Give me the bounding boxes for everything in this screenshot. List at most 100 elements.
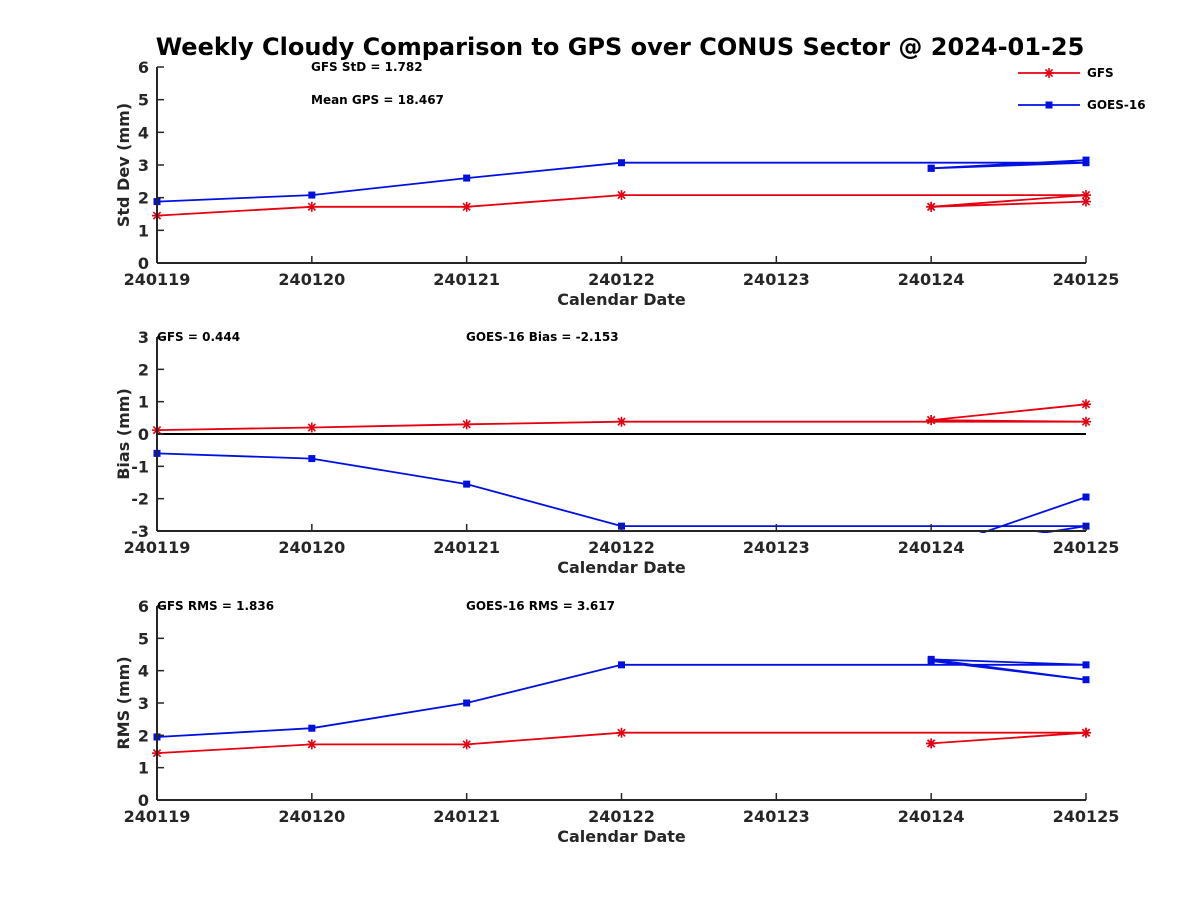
data-point-gfs	[461, 201, 472, 212]
data-point-gfs-d2	[927, 415, 936, 425]
data-point-goes-16	[618, 661, 625, 669]
x-tick-label: 240125	[1053, 538, 1120, 557]
data-point-gfs-d2	[462, 202, 471, 211]
x-tick-label: 240122	[588, 807, 655, 826]
panel-1: 0 1 2 3 4 5 6 240119 240120 240121 240122 240123 240…	[114, 58, 1119, 309]
data-point-gfs	[616, 190, 627, 201]
x-axis-label: Calendar Date	[557, 290, 686, 309]
series-line-gfs	[156, 194, 1087, 217]
data-point-gfs-d2	[1081, 400, 1091, 409]
series-line-goes-16	[156, 452, 1087, 533]
y-tick-label: 5	[138, 629, 149, 648]
y-tick-label: 3	[138, 328, 149, 347]
data-point-gfs	[1081, 416, 1091, 427]
panel-data	[152, 156, 1091, 221]
data-point-gfs	[616, 416, 627, 427]
series-line-goes-16	[156, 159, 1087, 203]
data-point-gfs	[1081, 399, 1091, 410]
x-tick-label: 240119	[124, 538, 191, 557]
y-tick-label: 1	[138, 393, 149, 412]
data-point-goes-16	[1082, 493, 1090, 501]
data-point-goes-16	[308, 724, 316, 732]
x-tick-label: 240123	[743, 807, 810, 826]
x-tick-label: 240121	[433, 807, 500, 826]
y-tick-label: 1	[138, 759, 149, 778]
stat-annotation: GOES-16 Bias = -2.153	[466, 330, 619, 344]
data-point-goes-16	[463, 174, 471, 182]
data-point-gfs-d2	[617, 417, 626, 426]
y-tick-label: 0	[138, 425, 149, 444]
x-axis-label: Calendar Date	[557, 827, 686, 846]
stat-annotation: GFS = 0.444	[157, 330, 240, 344]
x-tick-label: 240124	[898, 270, 965, 289]
y-tick-label: -2	[131, 490, 149, 509]
data-point-gfs	[926, 201, 937, 212]
y-tick-label: 1	[138, 221, 149, 240]
series-line-goes-16	[156, 658, 1087, 738]
x-tick-label: 240120	[278, 538, 345, 557]
x-tick-label: 240122	[588, 538, 655, 557]
y-tick-label: 3	[138, 156, 149, 175]
data-point-gfs	[306, 739, 317, 750]
y-axis-label: Bias (mm)	[114, 388, 133, 480]
x-tick-label: 240122	[588, 270, 655, 289]
data-point-gfs-d2	[1081, 728, 1091, 737]
y-tick-label: 6	[138, 597, 149, 616]
y-tick-label: 3	[138, 694, 149, 713]
series-line-gfs	[156, 731, 1087, 754]
data-point-gfs-d2	[617, 190, 626, 200]
data-point-goes-16	[618, 159, 625, 167]
x-tick-label: 240120	[278, 807, 345, 826]
y-axis-label: Std Dev (mm)	[114, 103, 133, 227]
data-point-gfs	[461, 419, 472, 430]
data-point-goes-16	[463, 480, 471, 488]
y-tick-label: 0	[138, 254, 149, 273]
data-point-gfs	[926, 738, 937, 749]
panel-2: -3 -2 -1 0 1 2 3 240119 240120 240121 240122 240123…	[114, 328, 1119, 577]
data-point-goes-16	[1082, 156, 1090, 164]
data-point-gfs-d2	[307, 740, 316, 749]
data-point-gfs-d2	[1081, 417, 1091, 426]
data-point-gfs-d2	[307, 423, 316, 432]
data-point-goes-16	[927, 657, 935, 665]
y-tick-label: 2	[138, 726, 149, 745]
data-point-gfs-d2	[1081, 190, 1091, 200]
x-tick-label: 240119	[124, 270, 191, 289]
x-axis-label: Calendar Date	[557, 558, 686, 577]
y-tick-label: 2	[138, 189, 149, 208]
data-point-gfs	[616, 727, 627, 738]
data-point-gfs	[926, 415, 937, 426]
data-point-gfs-d2	[927, 739, 936, 748]
data-point-goes-16	[1082, 676, 1090, 684]
data-point-gfs	[306, 201, 317, 212]
x-tick-label: 240119	[124, 807, 191, 826]
data-point-gfs	[306, 422, 317, 433]
x-tick-label: 240125	[1053, 807, 1120, 826]
stat-annotation: GFS StD = 1.782	[311, 60, 423, 74]
panel-data	[152, 655, 1091, 759]
data-point-goes-16	[1082, 661, 1090, 669]
stat-annotation: GOES-16 RMS = 3.617	[466, 599, 615, 613]
y-tick-label: 2	[138, 360, 149, 379]
legend: GFS GOES-16	[1018, 66, 1146, 112]
data-point-gfs	[1081, 727, 1091, 738]
y-tick-label: -3	[131, 522, 149, 541]
y-axis-label: RMS (mm)	[114, 656, 133, 749]
series-line-gfs	[156, 403, 1087, 431]
legend-label: GOES-16	[1087, 98, 1146, 112]
data-point-gfs-d2	[462, 420, 471, 429]
y-tick-label: 6	[138, 58, 149, 77]
data-point-goes-16	[308, 191, 316, 199]
x-tick-label: 240125	[1053, 270, 1120, 289]
data-point-gfs-d2	[307, 202, 316, 211]
x-tick-label: 240120	[278, 270, 345, 289]
figure-title: Weekly Cloudy Comparison to GPS over CON…	[156, 33, 1085, 61]
stat-annotation: GFS RMS = 1.836	[157, 599, 274, 613]
x-tick-label: 240121	[433, 538, 500, 557]
x-tick-label: 240123	[743, 270, 810, 289]
x-tick-label: 240121	[433, 270, 500, 289]
data-point-gfs-d2	[462, 740, 471, 749]
legend-marker	[1045, 101, 1053, 109]
